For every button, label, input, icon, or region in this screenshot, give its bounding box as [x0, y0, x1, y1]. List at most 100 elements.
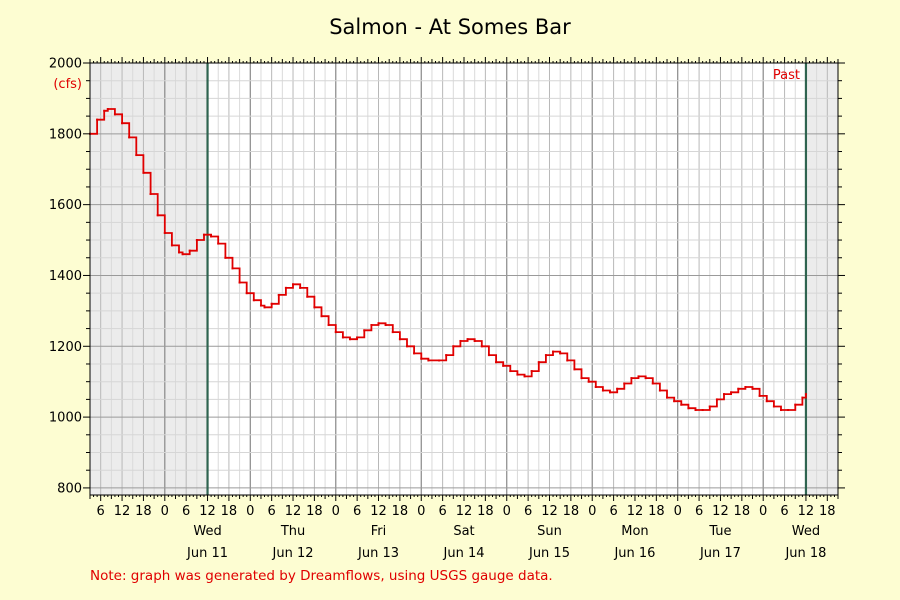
flow-data-point	[334, 331, 337, 334]
flow-data-point	[804, 393, 807, 396]
flow-data-point	[715, 398, 718, 401]
x-hour-label: 6	[268, 504, 276, 519]
x-hour-label: 0	[246, 504, 254, 519]
flow-data-point	[658, 389, 661, 392]
flow-data-point	[263, 306, 266, 309]
y-axis-unit-label: (cfs)	[53, 77, 82, 92]
flow-data-point	[313, 306, 316, 309]
shaded-region	[805, 63, 838, 495]
flow-data-point	[370, 324, 373, 327]
flow-data-point	[149, 193, 152, 196]
flow-data-point	[202, 233, 205, 236]
x-weekday-label: Tue	[708, 524, 731, 539]
y-tick-label: 1400	[49, 269, 82, 284]
x-hour-label: 18	[819, 504, 836, 519]
x-hour-label: 6	[438, 504, 446, 519]
x-date-label: Jun 13	[357, 546, 399, 561]
x-hour-label: 12	[798, 504, 815, 519]
x-hour-label: 6	[182, 504, 190, 519]
flow-data-point	[630, 377, 633, 380]
flow-data-point	[452, 345, 455, 348]
x-hour-label: 12	[199, 504, 216, 519]
x-hour-label: 12	[370, 504, 387, 519]
flow-data-point	[327, 324, 330, 327]
x-hour-label: 12	[541, 504, 558, 519]
flow-data-point	[473, 339, 476, 342]
flow-data-point	[666, 396, 669, 399]
flow-data-point	[356, 336, 359, 339]
flow-data-point	[580, 377, 583, 380]
flow-data-point	[687, 407, 690, 410]
x-hour-label: 6	[97, 504, 105, 519]
flow-data-point	[163, 231, 166, 234]
flow-data-point	[601, 389, 604, 392]
x-date-label: Jun 18	[784, 546, 826, 561]
x-hour-label: 18	[306, 504, 323, 519]
flow-series-line	[90, 108, 807, 411]
flow-data-point	[277, 293, 280, 296]
flow-data-point	[772, 405, 775, 408]
x-hour-label: 18	[563, 504, 580, 519]
x-hour-label: 12	[627, 504, 644, 519]
flow-data-point	[559, 352, 562, 355]
flow-data-point	[487, 354, 490, 357]
flow-data-point	[259, 304, 262, 307]
x-weekday-label: Wed	[193, 524, 221, 539]
x-hour-label: 12	[712, 504, 729, 519]
flow-data-point	[96, 118, 99, 121]
x-hour-label: 12	[456, 504, 473, 519]
flow-data-point	[252, 299, 255, 302]
flow-data-point	[459, 339, 462, 342]
x-date-label: Jun 11	[186, 546, 228, 561]
flow-data-point	[170, 244, 173, 247]
x-hour-label: 6	[780, 504, 788, 519]
flow-data-point	[701, 409, 704, 412]
flow-data-point	[438, 359, 441, 362]
x-weekday-label: Wed	[792, 524, 820, 539]
x-weekday-label: Fri	[371, 524, 387, 539]
flow-data-point	[509, 370, 512, 373]
flow-data-point	[178, 251, 181, 254]
x-hour-label: 18	[477, 504, 494, 519]
flow-data-point	[413, 352, 416, 355]
x-hour-label: 6	[524, 504, 532, 519]
flow-data-point	[121, 122, 124, 125]
flow-data-point	[195, 239, 198, 242]
flow-data-point	[284, 286, 287, 289]
flow-data-point	[637, 375, 640, 378]
flow-data-point	[427, 359, 430, 362]
flow-data-point	[349, 338, 352, 341]
flow-data-point	[587, 380, 590, 383]
flow-data-point	[609, 391, 612, 394]
flow-data-point	[623, 382, 626, 385]
flow-data-point	[224, 256, 227, 259]
x-hour-label: 18	[221, 504, 238, 519]
flow-data-point	[231, 267, 234, 270]
flow-data-point	[552, 350, 555, 353]
flow-data-point	[708, 405, 711, 408]
y-tick-label: 1000	[49, 411, 82, 426]
flow-data-point	[737, 387, 740, 390]
x-hour-label: 0	[759, 504, 767, 519]
y-tick-label: 1200	[49, 340, 82, 355]
x-hour-label: 0	[503, 504, 511, 519]
flow-data-point	[723, 393, 726, 396]
flow-data-point	[445, 354, 448, 357]
y-tick-label: 1600	[49, 198, 82, 213]
flow-data-point	[765, 400, 768, 403]
flow-data-point	[516, 373, 519, 376]
flow-data-point	[594, 386, 597, 388]
flow-data-point	[573, 368, 576, 371]
flow-data-point	[466, 338, 469, 341]
flow-data-point	[128, 136, 131, 139]
flow-data-point	[502, 364, 505, 367]
x-date-label: Jun 12	[272, 546, 314, 561]
flow-data-point	[530, 370, 533, 373]
flow-data-point	[377, 322, 380, 325]
x-weekday-label: Thu	[280, 524, 305, 539]
y-tick-label: 2000	[49, 57, 82, 72]
flow-data-point	[651, 382, 654, 385]
flow-data-point	[217, 242, 220, 245]
